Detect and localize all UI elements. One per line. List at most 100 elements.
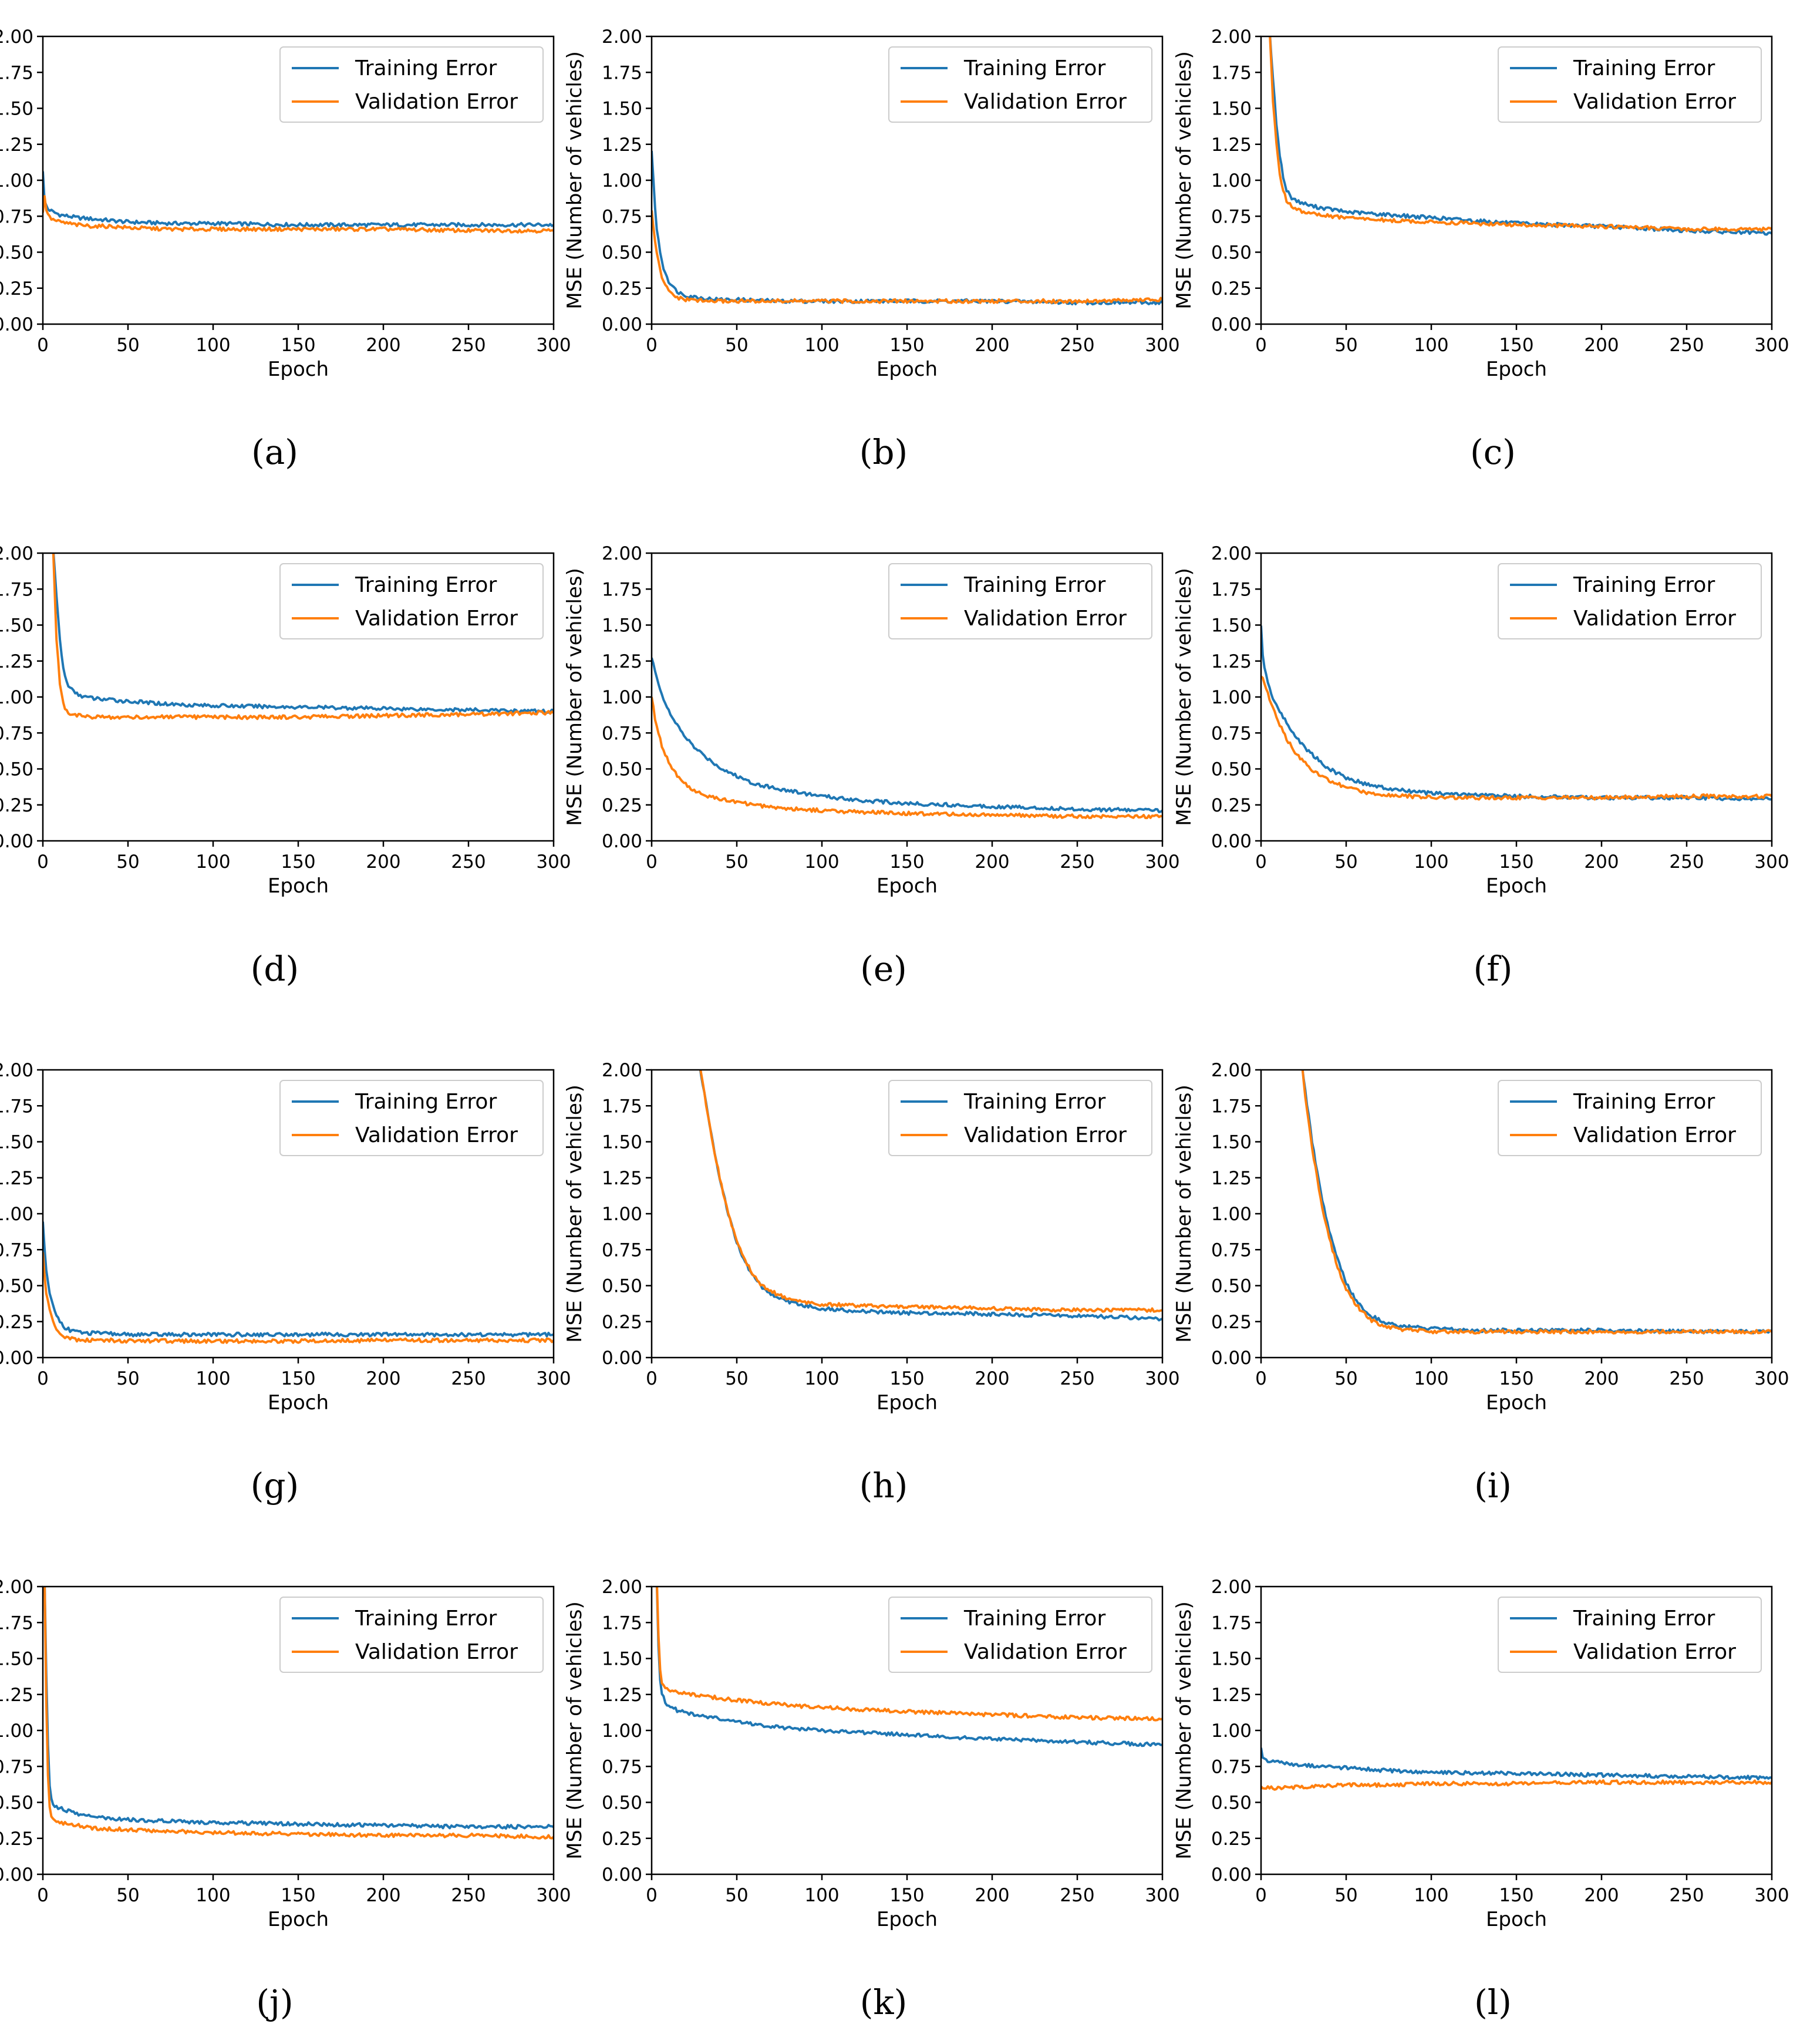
panel-caption: (i) (1474, 1466, 1512, 1506)
legend-label: Validation Error (1573, 607, 1736, 631)
x-tick-label: 50 (1334, 851, 1357, 873)
panel-caption: (e) (860, 949, 907, 989)
y-tick-label: 1.25 (0, 134, 33, 156)
series-line-training (43, 171, 554, 228)
x-axis-label: Epoch (877, 1908, 938, 1931)
y-tick-label: 1.50 (0, 99, 33, 120)
panel-caption: (a) (251, 432, 298, 472)
x-tick-label: 0 (646, 335, 658, 356)
y-axis-label: MSE (Number of vehicles) (1172, 51, 1196, 309)
legend-label: Training Error (1573, 1090, 1715, 1114)
y-tick-label: 0.50 (0, 1276, 33, 1297)
y-tick-label: 0.00 (602, 1348, 642, 1369)
chart-panel-c: 0.00 0.25 0.50 0.75 1.00 1.25 1.50 1.75 2.00 0 50 1… (1172, 26, 1789, 472)
chart-panel-i: 0.00 0.25 0.50 0.75 1.00 1.25 1.50 1.75 2.00 0 50 1… (1172, 1060, 1789, 1506)
y-tick-label: 0.50 (1211, 759, 1252, 780)
x-tick-label: 250 (1669, 1368, 1704, 1389)
y-tick-label: 0.25 (602, 1829, 642, 1850)
x-tick-label: 150 (1499, 335, 1533, 356)
legend-label: Training Error (963, 573, 1105, 597)
x-tick-label: 300 (1754, 1368, 1789, 1389)
x-tick-label: 300 (1754, 1885, 1789, 1906)
y-tick-label: 0.50 (0, 759, 33, 780)
series-line-training (43, 1587, 554, 1830)
legend-box (888, 563, 1152, 639)
chart-panel-g: 0.00 0.25 0.50 0.75 1.00 1.25 1.50 1.75 2.00 0 50 1… (0, 1060, 571, 1506)
y-tick-label: 1.75 (602, 579, 642, 600)
y-tick-label: 1.00 (0, 1720, 33, 1742)
x-tick-label: 50 (725, 1885, 748, 1906)
y-tick-label: 1.75 (0, 1612, 33, 1634)
y-tick-label: 0.00 (0, 314, 33, 335)
legend: Training Error Validation Error (1498, 46, 1762, 123)
y-tick-label: 0.25 (0, 795, 33, 816)
y-tick-label: 1.00 (602, 687, 642, 708)
legend: Training Error Validation Error (1498, 1080, 1762, 1156)
x-tick-label: 150 (1499, 1368, 1533, 1389)
y-tick-label: 0.50 (602, 243, 642, 264)
x-tick-label: 300 (536, 335, 571, 356)
y-tick-label: 2.00 (0, 543, 33, 564)
y-tick-label: 1.75 (0, 579, 33, 600)
x-tick-label: 100 (1414, 335, 1448, 356)
x-axis-label: Epoch (268, 874, 329, 898)
x-tick-label: 250 (1669, 1885, 1704, 1906)
y-tick-label: 0.25 (1211, 1312, 1252, 1333)
x-axis-label: Epoch (1486, 358, 1547, 381)
y-tick-label: 1.00 (602, 1720, 642, 1742)
x-tick-label: 0 (646, 1368, 658, 1389)
y-tick-label: 1.00 (0, 1204, 33, 1225)
legend-box (1498, 46, 1762, 123)
y-tick-label: 1.25 (1211, 1168, 1252, 1189)
x-tick-label: 0 (1255, 1368, 1267, 1389)
x-tick-label: 250 (1060, 1368, 1094, 1389)
y-tick-label: 0.50 (1211, 1276, 1252, 1297)
y-tick-label: 1.25 (602, 1685, 642, 1706)
legend-label: Training Error (963, 1090, 1105, 1114)
series-line-training (652, 657, 1162, 813)
x-tick-label: 300 (536, 1885, 571, 1906)
x-tick-label: 150 (889, 851, 924, 873)
panel-caption: (c) (1470, 432, 1516, 472)
y-tick-label: 0.00 (1211, 1864, 1252, 1885)
x-tick-label: 0 (646, 851, 658, 873)
x-tick-label: 100 (804, 1368, 839, 1389)
y-axis-label: MSE (Number of vehicles) (563, 1601, 586, 1860)
x-tick-label: 200 (366, 1368, 400, 1389)
legend-label: Training Error (963, 1607, 1105, 1631)
x-tick-label: 250 (451, 1885, 486, 1906)
legend: Training Error Validation Error (888, 563, 1152, 639)
x-axis-label: Epoch (1486, 874, 1547, 898)
y-tick-label: 0.75 (0, 723, 33, 744)
chart-panel-e: 0.00 0.25 0.50 0.75 1.00 1.25 1.50 1.75 2.00 0 50 1… (563, 543, 1180, 989)
x-tick-label: 100 (1414, 1885, 1448, 1906)
legend: Training Error Validation Error (1498, 1597, 1762, 1673)
legend-label: Training Error (1573, 56, 1715, 80)
legend-box (279, 1597, 544, 1673)
x-tick-label: 100 (195, 851, 230, 873)
y-tick-label: 0.50 (602, 759, 642, 780)
y-tick-label: 0.50 (602, 1793, 642, 1814)
x-tick-label: 150 (889, 1368, 924, 1389)
y-tick-label: 0.50 (1211, 1793, 1252, 1814)
legend-label: Validation Error (964, 607, 1127, 631)
y-tick-label: 1.25 (1211, 1685, 1252, 1706)
legend-box (279, 1080, 544, 1156)
chart-panel-d: 0.00 0.25 0.50 0.75 1.00 1.25 1.50 1.75 2.00 0 50 1… (0, 543, 571, 989)
legend-box (888, 1597, 1152, 1673)
series-line-training (52, 553, 554, 715)
panel-caption: (d) (251, 949, 299, 989)
y-tick-label: 1.25 (1211, 134, 1252, 156)
x-axis-label: Epoch (268, 358, 329, 381)
x-tick-label: 200 (975, 335, 1009, 356)
y-tick-label: 1.50 (602, 1649, 642, 1670)
x-tick-label: 50 (116, 335, 139, 356)
legend: Training Error Validation Error (279, 563, 544, 639)
y-tick-label: 2.00 (1211, 1060, 1252, 1081)
legend-label: Validation Error (355, 90, 518, 114)
chart-panel-h: 0.00 0.25 0.50 0.75 1.00 1.25 1.50 1.75 2.00 0 50 1… (563, 1060, 1180, 1506)
y-tick-label: 1.75 (1211, 579, 1252, 600)
x-tick-label: 50 (725, 335, 748, 356)
panel-caption: (j) (256, 1982, 293, 2022)
x-tick-label: 300 (1754, 335, 1789, 356)
